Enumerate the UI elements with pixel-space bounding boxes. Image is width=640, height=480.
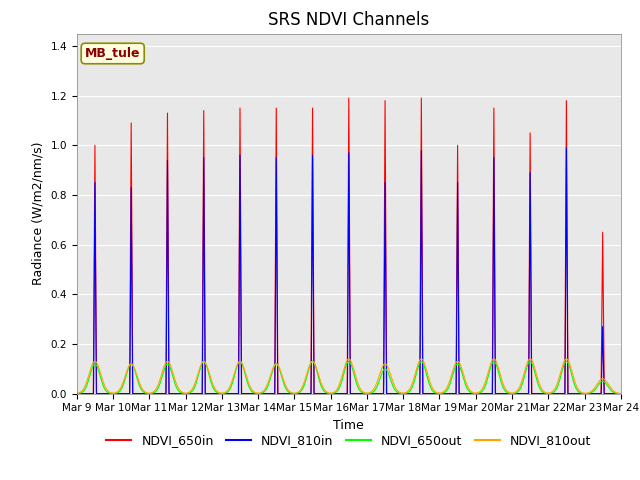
Line: NDVI_650in: NDVI_650in: [77, 98, 621, 394]
Text: MB_tule: MB_tule: [85, 47, 140, 60]
Line: NDVI_650out: NDVI_650out: [77, 361, 621, 394]
NDVI_810out: [403, 389, 411, 395]
NDVI_810out: [526, 356, 534, 362]
NDVI_810in: [181, 391, 189, 396]
NDVI_810out: [617, 391, 625, 396]
NDVI_650in: [403, 391, 411, 396]
NDVI_650in: [334, 391, 342, 396]
NDVI_810in: [593, 391, 600, 396]
NDVI_650out: [593, 385, 600, 391]
Title: SRS NDVI Channels: SRS NDVI Channels: [268, 11, 429, 29]
Legend: NDVI_650in, NDVI_810in, NDVI_650out, NDVI_810out: NDVI_650in, NDVI_810in, NDVI_650out, NDV…: [101, 429, 596, 452]
Line: NDVI_810out: NDVI_810out: [77, 359, 621, 394]
X-axis label: Time: Time: [333, 419, 364, 432]
Y-axis label: Radiance (W/m2/nm/s): Radiance (W/m2/nm/s): [32, 142, 45, 285]
NDVI_650in: [73, 391, 81, 396]
NDVI_810out: [253, 390, 261, 396]
NDVI_650in: [345, 95, 353, 101]
NDVI_810in: [334, 391, 342, 396]
NDVI_810out: [289, 390, 297, 396]
NDVI_650out: [289, 391, 297, 396]
NDVI_810in: [617, 391, 625, 396]
NDVI_650out: [526, 359, 534, 364]
NDVI_650out: [403, 390, 411, 396]
NDVI_810in: [73, 391, 81, 396]
NDVI_650in: [617, 391, 625, 396]
NDVI_650in: [181, 391, 189, 396]
NDVI_650in: [289, 391, 297, 396]
NDVI_650out: [181, 391, 189, 396]
NDVI_650in: [593, 391, 600, 396]
NDVI_810out: [334, 384, 342, 390]
NDVI_650out: [73, 391, 81, 396]
NDVI_810in: [403, 391, 411, 396]
NDVI_810out: [181, 390, 189, 396]
NDVI_810in: [253, 391, 261, 396]
NDVI_810in: [289, 391, 297, 396]
NDVI_810in: [563, 145, 570, 151]
NDVI_650out: [334, 387, 342, 393]
NDVI_810out: [593, 383, 600, 388]
NDVI_650out: [617, 391, 625, 396]
NDVI_810out: [73, 390, 81, 396]
NDVI_650out: [253, 391, 261, 396]
Line: NDVI_810in: NDVI_810in: [77, 148, 621, 394]
NDVI_650in: [253, 391, 261, 396]
